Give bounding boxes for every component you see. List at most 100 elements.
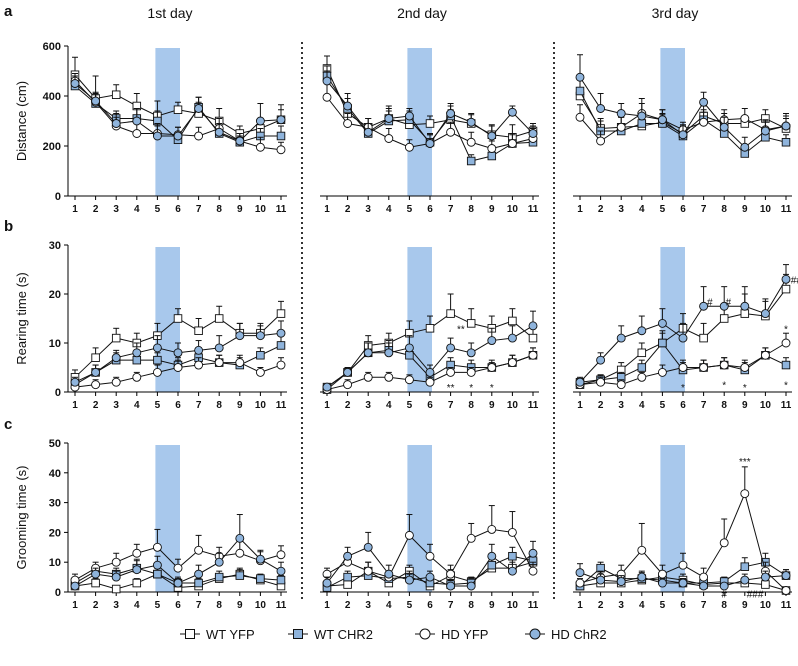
x-tick-label: 5 (155, 600, 161, 611)
data-point (487, 524, 497, 534)
data-point (363, 542, 373, 552)
data-point (760, 126, 770, 136)
data-point (678, 363, 688, 372)
x-tick-label: 6 (175, 600, 181, 611)
data-point (760, 350, 770, 360)
x-tick-label: 5 (407, 204, 413, 215)
x-tick-label: 8 (721, 400, 727, 411)
data-point (363, 127, 373, 137)
data-point (152, 367, 162, 377)
significance-mark: ** (457, 324, 465, 335)
data-point (152, 131, 162, 141)
data-point (678, 560, 688, 570)
data-point (363, 566, 373, 576)
data-point (384, 372, 394, 382)
data-point (507, 139, 517, 148)
x-tick-label: 8 (468, 400, 474, 411)
data-point (132, 348, 142, 358)
x-tick-label: 6 (175, 400, 181, 411)
data-point (507, 333, 517, 343)
data-point (637, 119, 647, 128)
data-point (111, 584, 121, 594)
data-point (132, 355, 142, 365)
data-point (111, 377, 121, 387)
subplot: 1 2 3 4 5 6 7 8 9 10 11 0 200 400 600 (43, 41, 287, 215)
data-point (404, 375, 414, 385)
x-tick-label: 1 (72, 400, 78, 411)
data-point (132, 116, 142, 126)
subplot: 1 2 3 4 5 6 7 8 9 10 11***# ### (573, 445, 792, 611)
data-point (91, 569, 101, 579)
y-tick-label: 40 (49, 468, 61, 480)
data-point (740, 489, 750, 499)
x-tick-label: 1 (324, 204, 330, 215)
data-point (466, 348, 476, 358)
x-tick-label: 10 (507, 204, 519, 215)
data-point (276, 575, 286, 585)
data-point (91, 96, 101, 106)
y-tick-label: 0 (55, 191, 61, 203)
data-point (425, 572, 435, 582)
x-tick-label: 1 (577, 400, 583, 411)
data-point (322, 92, 332, 102)
data-point (596, 136, 606, 146)
x-tick-label: 8 (216, 600, 222, 611)
data-point (173, 314, 183, 323)
data-point (487, 131, 497, 141)
data-point (781, 284, 791, 294)
data-point (699, 333, 708, 343)
x-tick-label: 7 (196, 204, 202, 215)
data-point (111, 353, 121, 363)
x-tick-label: 2 (345, 400, 351, 411)
significance-mark: * (681, 383, 685, 394)
data-point (255, 554, 265, 564)
x-tick-label: 5 (155, 204, 161, 215)
data-point (528, 566, 538, 576)
series (575, 264, 791, 387)
x-tick-label: 3 (618, 600, 624, 611)
data-point (760, 572, 770, 582)
data-point (466, 533, 476, 543)
data-point (384, 348, 394, 358)
x-tick-label: 11 (528, 204, 539, 215)
data-point (657, 569, 667, 579)
data-point (91, 353, 100, 362)
data-point (446, 127, 456, 137)
data-point (111, 119, 121, 128)
x-tick-label: 1 (577, 600, 583, 611)
data-point (760, 309, 770, 319)
data-point (152, 542, 162, 552)
x-tick-label: 1 (324, 600, 330, 611)
x-tick-label: 4 (639, 400, 645, 411)
x-tick-label: 5 (155, 400, 161, 411)
data-point (322, 578, 332, 588)
data-point (255, 116, 265, 126)
data-point (507, 566, 517, 576)
x-tick-label: 5 (407, 600, 413, 611)
x-tick-label: 10 (507, 400, 519, 411)
series (575, 54, 791, 152)
data-point (153, 569, 162, 579)
data-point (487, 363, 497, 372)
series (575, 466, 791, 595)
data-point (575, 568, 585, 578)
data-point (404, 343, 414, 353)
x-tick-label: 1 (324, 400, 330, 411)
data-point (507, 527, 517, 537)
x-tick-label: 6 (427, 204, 433, 215)
data-point (507, 107, 517, 117)
data-point (343, 380, 353, 390)
x-tick-label: 2 (598, 400, 604, 411)
data-point (404, 575, 414, 585)
data-point (70, 79, 80, 88)
data-point (616, 333, 626, 343)
legend-marker (419, 628, 431, 640)
day-title: 2nd day (397, 5, 447, 21)
x-tick-label: 11 (276, 204, 287, 215)
data-point (781, 338, 791, 348)
data-point (637, 572, 647, 582)
x-tick-label: 2 (598, 204, 604, 215)
x-tick-label: 1 (577, 204, 583, 215)
x-tick-label: 7 (701, 600, 707, 611)
x-tick-label: 6 (680, 600, 686, 611)
